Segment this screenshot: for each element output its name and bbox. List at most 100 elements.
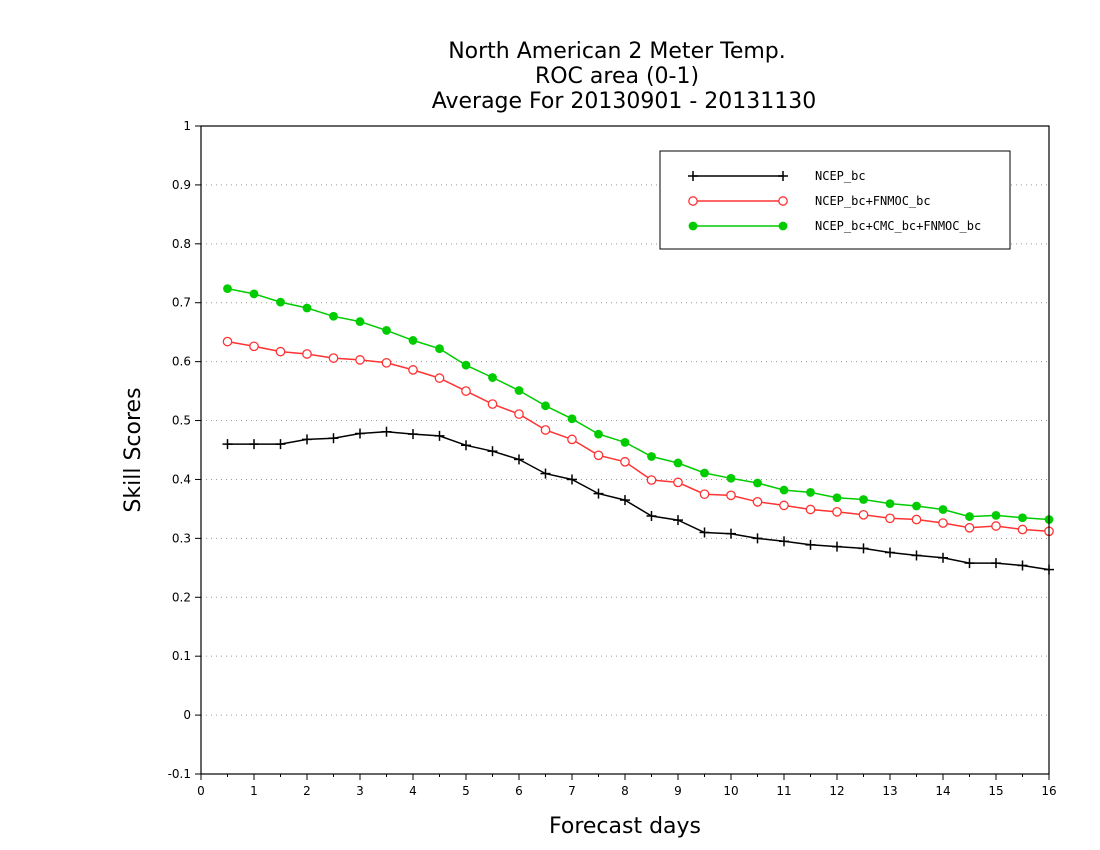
data-point [540, 425, 551, 435]
data-point [991, 510, 1001, 520]
data-point [302, 434, 312, 445]
x-tick-label: 0 [197, 784, 205, 798]
data-point [885, 513, 895, 524]
legend-label: NCEP_bc [815, 169, 866, 183]
legend-marker [778, 221, 788, 231]
data-point [1017, 524, 1028, 535]
data-point [885, 547, 895, 558]
data-point [355, 428, 365, 439]
data-point [408, 429, 418, 440]
legend-marker [778, 196, 788, 206]
chart-title-line-1: North American 2 Meter Temp. [448, 39, 786, 64]
data-point [620, 456, 630, 467]
data-point [965, 512, 974, 521]
data-point [434, 430, 445, 441]
x-tick-label: 2 [303, 784, 311, 798]
data-point [435, 344, 444, 354]
y-tick-label: 0 [183, 708, 191, 722]
y-tick-label: 0.8 [172, 237, 191, 251]
data-point [381, 357, 392, 368]
series-layer [222, 284, 1054, 575]
data-point [381, 426, 392, 437]
data-point [355, 317, 365, 326]
data-point [487, 446, 498, 457]
legend-entry: NCEP_bc [688, 169, 866, 183]
x-tick-label: 1 [250, 784, 258, 798]
legend-box [659, 150, 1011, 250]
axis-ticks: -0.100.10.20.30.40.50.60.70.80.910 1 2 3 4 5 6… [168, 119, 1057, 798]
x-tick-label: 16 [1041, 784, 1056, 798]
y-tick-label: 0.1 [172, 649, 191, 663]
data-point [752, 533, 763, 544]
data-point [647, 452, 656, 461]
x-tick-label: 11 [776, 784, 791, 798]
series-3 [223, 284, 1054, 524]
data-point [1017, 560, 1028, 571]
data-point [911, 514, 922, 525]
data-point [673, 515, 683, 526]
legend-marker [688, 221, 698, 231]
data-point [858, 509, 869, 520]
data-point [673, 477, 683, 488]
legend-marker [688, 171, 698, 181]
data-point [275, 346, 286, 357]
data-point [779, 485, 789, 495]
data-point [329, 311, 338, 321]
data-point [594, 429, 603, 439]
x-tick-label: 12 [829, 784, 844, 798]
series-1 [222, 426, 1054, 575]
grid-lines [201, 184, 1049, 716]
data-point [302, 303, 312, 313]
data-point [514, 409, 524, 419]
data-point [964, 558, 975, 569]
data-point [991, 558, 1001, 569]
legend-label: NCEP_bc+CMC_bc+FNMOC_bc [815, 219, 981, 233]
data-point [752, 496, 763, 507]
series-line [227, 430, 1050, 571]
data-point [726, 473, 736, 483]
data-point [461, 440, 471, 451]
data-point [487, 399, 498, 409]
x-tick-label: 9 [674, 784, 682, 798]
legend-marker [778, 171, 788, 181]
x-tick-label: 14 [935, 784, 950, 798]
data-point [646, 475, 657, 485]
data-point [223, 284, 232, 293]
data-point [699, 527, 710, 538]
data-point [620, 437, 630, 447]
data-point [382, 326, 391, 335]
data-point [222, 336, 233, 347]
data-point [328, 353, 339, 363]
data-point [806, 488, 815, 497]
data-point [541, 401, 550, 411]
data-point [938, 505, 948, 514]
chart-title-line-2: ROC area (0-1) [535, 64, 699, 89]
y-tick-label: 0.4 [172, 472, 191, 486]
y-tick-label: 0.9 [172, 178, 191, 192]
data-point [699, 489, 710, 500]
y-tick-label: 1 [183, 119, 191, 133]
data-point [620, 495, 630, 506]
y-tick-label: 0.2 [172, 590, 191, 604]
data-point [408, 365, 418, 375]
data-point [567, 474, 577, 485]
data-point [753, 478, 762, 488]
data-point [779, 500, 789, 511]
data-point [593, 450, 604, 461]
y-tick-label: 0.5 [172, 414, 191, 428]
data-point [859, 495, 868, 504]
x-tick-label: 5 [462, 784, 470, 798]
data-point [488, 373, 497, 382]
data-point [328, 433, 339, 444]
x-tick-label: 15 [988, 784, 1003, 798]
chart-title-line-3: Average For 20130901 - 20131130 [432, 89, 817, 114]
data-point [885, 499, 895, 509]
data-point [911, 550, 922, 561]
series-2 [222, 336, 1054, 537]
data-point [964, 522, 975, 533]
data-point [912, 501, 921, 511]
data-point [938, 518, 948, 528]
y-tick-label: -0.1 [168, 767, 191, 781]
data-point [408, 336, 418, 345]
